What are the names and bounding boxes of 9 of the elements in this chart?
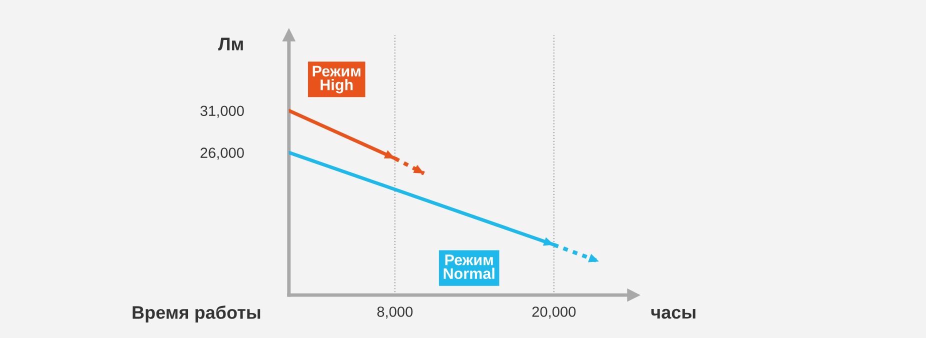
series-label: Режим High — [312, 66, 360, 94]
y-tick-label: 31,000 — [200, 106, 244, 118]
series-label: Режим Normal — [444, 254, 494, 279]
y-axis-title: Лм — [218, 38, 243, 50]
text: Время работы — [132, 305, 260, 322]
x-tick-label: 20,000 — [532, 306, 576, 319]
x-axis-title: часы — [651, 308, 696, 319]
y-tick-label: 26,000 — [200, 148, 244, 160]
x-tick-label: 8,000 — [377, 306, 413, 319]
